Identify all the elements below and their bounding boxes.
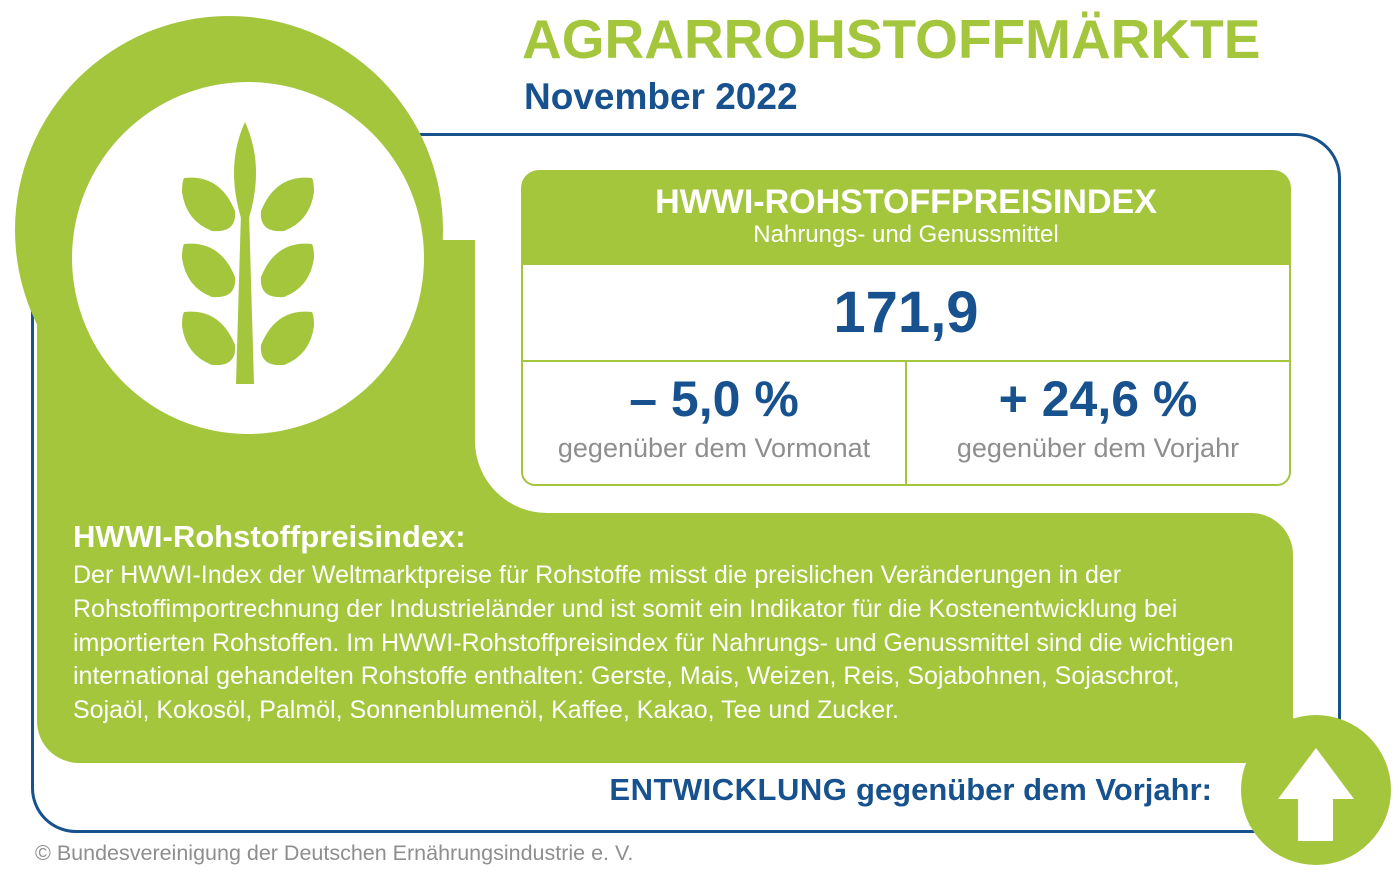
description-heading: HWWI-Rohstoffpreisindex: xyxy=(73,519,466,554)
index-card: HWWI-ROHSTOFFPREISINDEX Nahrungs- und Ge… xyxy=(521,170,1291,486)
outer-border-frame xyxy=(31,133,1341,833)
year-change-label: gegenüber dem Vorjahr xyxy=(956,433,1240,463)
development-label-strong: ENTWICKLUNG xyxy=(609,772,848,807)
page-subtitle: November 2022 xyxy=(524,76,798,117)
copyright-notice: © Bundesvereinigung der Deutschen Ernähr… xyxy=(35,841,634,865)
index-card-header: HWWI-ROHSTOFFPREISINDEX Nahrungs- und Ge… xyxy=(521,170,1291,263)
page-title: AGRARROHSTOFFMÄRKTE xyxy=(522,8,1261,70)
month-change-cell: – 5,0 % gegenüber dem Vormonat xyxy=(523,362,907,484)
year-change-value: + 24,6 % xyxy=(998,371,1198,427)
development-label: ENTWICKLUNG gegenüber dem Vorjahr: xyxy=(609,772,1212,808)
change-row: – 5,0 % gegenüber dem Vormonat + 24,6 % … xyxy=(523,362,1289,484)
index-card-title: HWWI-ROHSTOFFPREISINDEX xyxy=(655,183,1157,221)
wheat-icon xyxy=(182,122,314,384)
development-label-rest: gegenüber dem Vorjahr: xyxy=(847,772,1212,807)
index-value: 171,9 xyxy=(523,265,1289,362)
month-change-value: – 5,0 % xyxy=(629,371,799,427)
month-change-label: gegenüber dem Vormonat xyxy=(557,433,871,463)
index-card-body: 171,9 – 5,0 % gegenüber dem Vormonat + 2… xyxy=(521,263,1291,486)
description-panel xyxy=(37,513,1293,763)
arrow-up-icon xyxy=(1278,748,1354,841)
index-card-subtitle: Nahrungs- und Genussmittel xyxy=(753,221,1059,248)
year-change-cell: + 24,6 % gegenüber dem Vorjahr xyxy=(907,362,1289,484)
description-body: Der HWWI-Index der Weltmarktpreise für R… xyxy=(73,561,1234,725)
